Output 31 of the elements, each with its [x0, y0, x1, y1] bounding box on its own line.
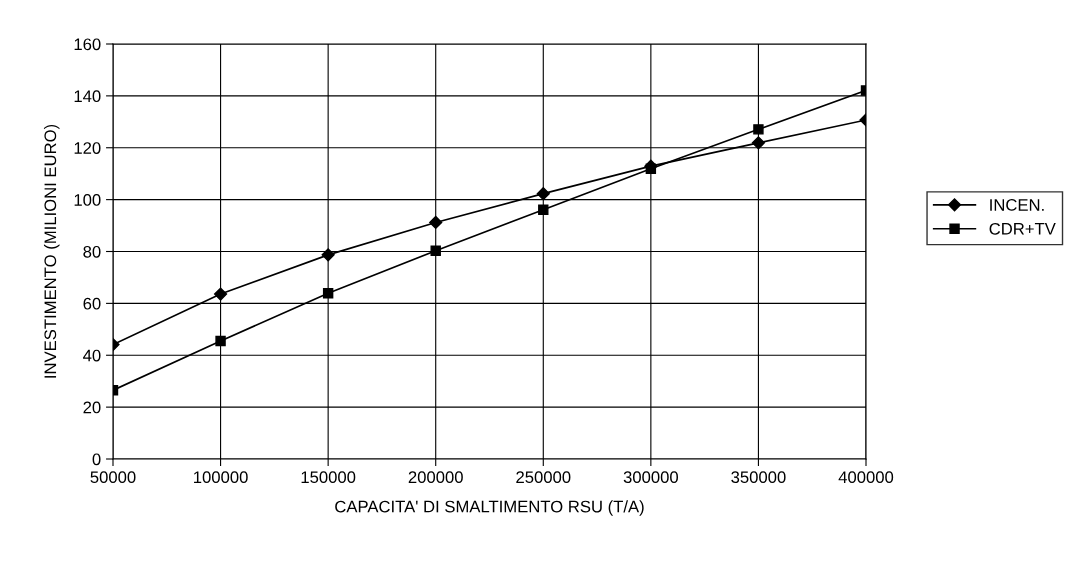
x-tick-label: 100000	[194, 471, 248, 484]
y-tick-label: 120	[74, 142, 101, 154]
x-tick-label: 50000	[90, 471, 136, 484]
x-axis-title: CAPACITA' DI SMALTIMENTO RSU (T/A)	[335, 500, 644, 516]
point	[430, 245, 441, 256]
point	[538, 204, 549, 215]
x-tick-label: 150000	[301, 471, 356, 484]
y-tick-label: 40	[83, 349, 101, 362]
y-tick-label: 0	[92, 453, 101, 466]
x-tick-label: 300000	[623, 471, 679, 484]
y-tick-label: 160	[74, 38, 101, 51]
point	[322, 288, 334, 299]
point	[321, 248, 335, 262]
point	[215, 335, 226, 347]
point	[536, 187, 550, 201]
x-tick-label: 350000	[731, 471, 786, 484]
y-tick-label: 20	[83, 401, 101, 414]
y-tick-label: 80	[83, 245, 101, 258]
x-tick-label: 400000	[838, 471, 894, 484]
x-tick-label: 200000	[408, 471, 463, 484]
point	[753, 124, 764, 135]
legend-label: CDR+TV	[989, 222, 1056, 235]
y-axis-title: INVESTIMENTO (MILIONI EURO)	[43, 124, 60, 378]
y-tick-label: 100	[74, 194, 101, 206]
point	[429, 215, 443, 230]
point	[751, 136, 766, 150]
y-tick-label: 60	[83, 297, 101, 310]
legend-label: INCEN.	[990, 199, 1044, 211]
point	[213, 287, 228, 301]
y-tick-label: 140	[74, 90, 101, 103]
x-tick-label: 250000	[516, 471, 571, 484]
